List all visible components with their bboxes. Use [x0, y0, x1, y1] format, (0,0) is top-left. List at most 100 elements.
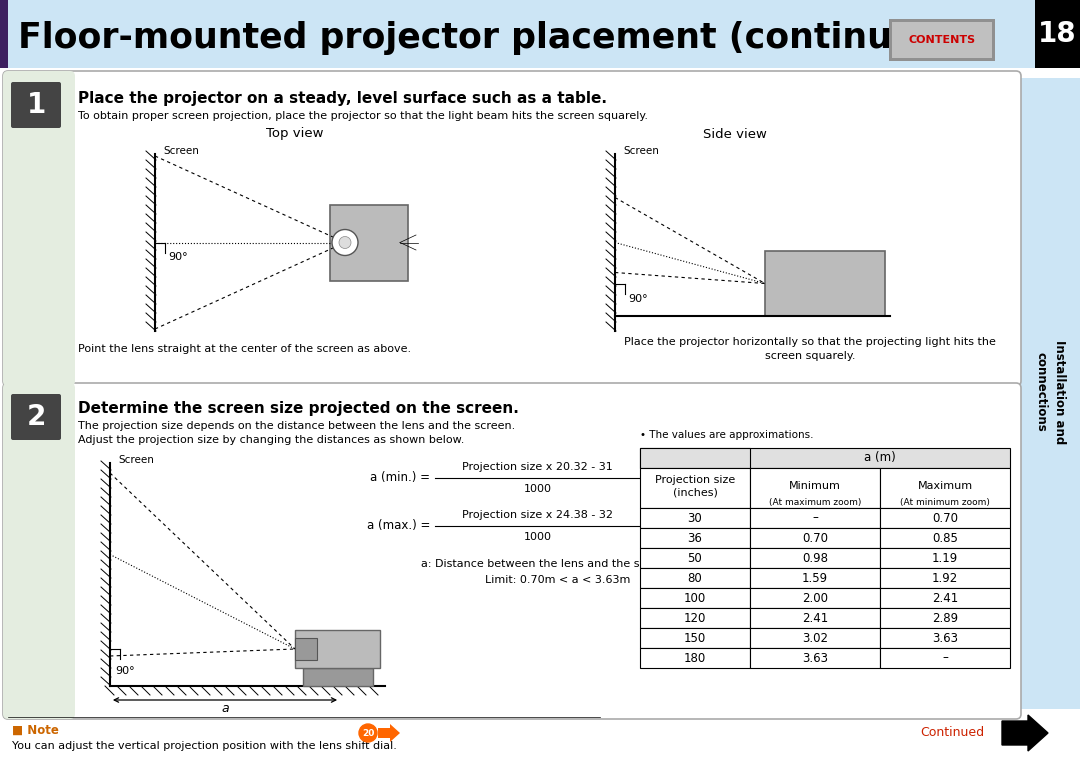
Text: 3.02: 3.02 [802, 632, 828, 645]
Bar [640, 448, 1010, 468]
Bar [295, 638, 318, 660]
Bar [303, 668, 373, 686]
Text: 2.41: 2.41 [801, 611, 828, 624]
Text: 3.63: 3.63 [802, 652, 828, 665]
Text: 36: 36 [688, 532, 702, 545]
Bar [750, 648, 880, 668]
Text: a: a [221, 702, 229, 715]
Text: 1.59: 1.59 [802, 571, 828, 584]
Circle shape [339, 237, 351, 248]
Text: –: – [942, 652, 948, 665]
Bar [60, 388, 72, 714]
Text: 100: 100 [684, 591, 706, 604]
Bar [880, 588, 1010, 608]
Bar [880, 548, 1010, 568]
Bar [880, 508, 1010, 528]
Text: –: – [812, 512, 818, 525]
Bar [1020, 78, 1080, 709]
Text: 50: 50 [688, 552, 702, 565]
Bar [880, 528, 1010, 548]
Bar [750, 468, 880, 508]
Text: Limit: 0.70m < a < 3.63m: Limit: 0.70m < a < 3.63m [485, 575, 631, 585]
Text: (At maximum zoom): (At maximum zoom) [769, 498, 861, 507]
Text: 90°: 90° [168, 252, 188, 263]
Text: Top view: Top view [267, 128, 324, 141]
Bar [880, 468, 1010, 508]
Circle shape [332, 229, 357, 255]
Text: 80: 80 [688, 571, 702, 584]
Polygon shape [378, 724, 400, 742]
Bar [640, 588, 750, 608]
Text: 150: 150 [684, 632, 706, 645]
FancyBboxPatch shape [11, 394, 60, 440]
Text: • The values are approximations.: • The values are approximations. [640, 430, 813, 440]
Text: Screen: Screen [163, 146, 199, 156]
Text: Side view: Side view [703, 128, 767, 141]
Bar [640, 468, 750, 508]
Text: Adjust the projection size by changing the distances as shown below.: Adjust the projection size by changing t… [78, 435, 464, 445]
Text: a: Distance between the lens and the screen (m): a: Distance between the lens and the scr… [421, 559, 694, 569]
Bar [295, 630, 380, 668]
Text: 30: 30 [688, 512, 702, 525]
Text: 1.19: 1.19 [932, 552, 958, 565]
Bar [640, 448, 750, 468]
Text: 2.41: 2.41 [932, 591, 958, 604]
Circle shape [359, 724, 377, 742]
Bar [330, 205, 408, 280]
Bar [750, 568, 880, 588]
Text: CONTENTS: CONTENTS [908, 35, 975, 45]
Text: Floor-mounted projector placement (continued): Floor-mounted projector placement (conti… [18, 21, 956, 55]
Bar [0, 0, 1035, 68]
Bar [1035, 0, 1080, 68]
Bar [750, 628, 880, 648]
Text: 1000: 1000 [524, 532, 552, 542]
Bar [640, 628, 750, 648]
FancyBboxPatch shape [3, 71, 75, 386]
Bar [880, 628, 1010, 648]
Text: 2: 2 [26, 403, 45, 431]
Text: a (max.) =: a (max.) = [366, 520, 430, 533]
Bar [0, 0, 8, 68]
Text: 0.85: 0.85 [932, 532, 958, 545]
Text: 180: 180 [684, 652, 706, 665]
Bar [640, 508, 750, 528]
Bar [765, 251, 885, 316]
Text: 120: 120 [684, 611, 706, 624]
Text: Installation and
connections: Installation and connections [1035, 340, 1066, 444]
Text: Point the lens straight at the center of the screen as above.: Point the lens straight at the center of… [79, 344, 411, 354]
FancyBboxPatch shape [3, 383, 1021, 719]
Text: Minimum: Minimum [789, 481, 841, 491]
Text: 1: 1 [26, 91, 45, 119]
Bar [640, 548, 750, 568]
Text: 90°: 90° [114, 666, 135, 676]
Text: (At minimum zoom): (At minimum zoom) [900, 498, 990, 507]
Text: Place the projector on a steady, level surface such as a table.: Place the projector on a steady, level s… [78, 90, 607, 105]
Text: Projection size
(inches): Projection size (inches) [654, 474, 735, 497]
Bar [750, 508, 880, 528]
FancyBboxPatch shape [3, 383, 75, 719]
FancyBboxPatch shape [3, 71, 1021, 386]
Text: ■ Note: ■ Note [12, 724, 59, 737]
Polygon shape [1002, 715, 1048, 751]
Text: Maximum: Maximum [917, 481, 973, 491]
Bar [880, 608, 1010, 628]
Bar [750, 608, 880, 628]
FancyBboxPatch shape [11, 82, 60, 128]
Bar [880, 568, 1010, 588]
Text: To obtain proper screen projection, place the projector so that the light beam h: To obtain proper screen projection, plac… [78, 111, 648, 121]
Text: You can adjust the vertical projection position with the lens shift dial.: You can adjust the vertical projection p… [12, 741, 396, 751]
Text: a (m): a (m) [864, 452, 896, 465]
Text: The projection size depends on the distance between the lens and the screen.: The projection size depends on the dista… [78, 421, 515, 431]
Bar [640, 528, 750, 548]
Text: 90°: 90° [627, 293, 648, 303]
Text: Projection size x 20.32 - 31: Projection size x 20.32 - 31 [462, 462, 612, 472]
Text: Screen: Screen [623, 146, 659, 156]
Bar [750, 528, 880, 548]
Text: 20: 20 [362, 729, 374, 737]
Bar [880, 648, 1010, 668]
Bar [640, 568, 750, 588]
Bar [640, 608, 750, 628]
Text: a (min.) =: a (min.) = [370, 471, 430, 484]
Text: 0.98: 0.98 [802, 552, 828, 565]
FancyBboxPatch shape [892, 22, 993, 58]
